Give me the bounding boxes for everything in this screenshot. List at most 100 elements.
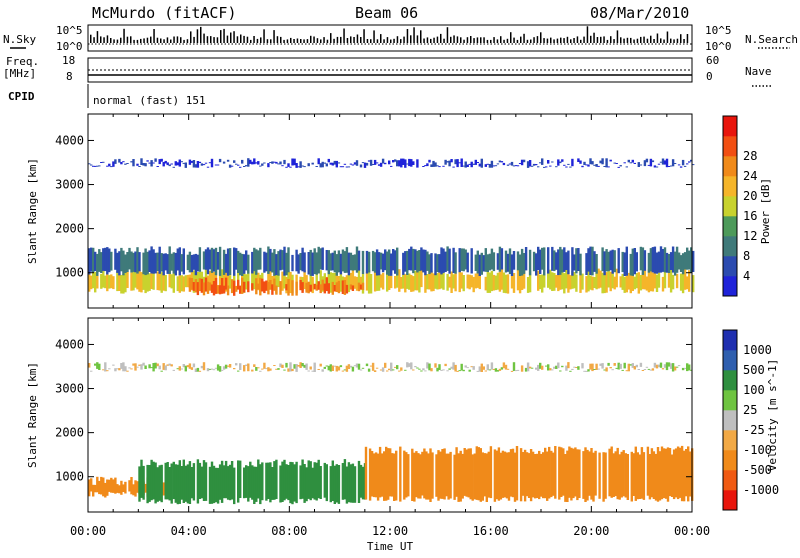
heatmap-cell	[281, 271, 284, 291]
heatmap-cell	[388, 368, 391, 371]
heatmap-cell	[230, 165, 234, 167]
heatmap-cell	[325, 277, 328, 292]
heatmap-cell	[578, 449, 581, 498]
heatmap-cell	[136, 163, 139, 166]
x-tick-label: 00:00	[70, 524, 106, 538]
heatmap-cell	[539, 274, 542, 290]
heatmap-cell	[289, 362, 292, 372]
heatmap-cell	[457, 453, 460, 502]
heatmap-cell	[361, 162, 365, 164]
heatmap-cell	[202, 282, 206, 296]
heatmap-cell	[365, 162, 369, 166]
heatmap-cell	[625, 271, 628, 293]
heatmap-cell	[156, 166, 159, 167]
heatmap-cell	[599, 270, 602, 288]
heatmap-cell	[168, 164, 171, 167]
heatmap-cell	[450, 366, 453, 369]
heatmap-cell	[148, 250, 151, 272]
heatmap-cell	[112, 364, 115, 366]
heatmap-cell	[677, 164, 681, 166]
heatmap-cell	[152, 269, 155, 290]
heatmap-cell	[484, 248, 487, 272]
heatmap-cell	[194, 164, 198, 168]
heatmap-cell	[464, 365, 467, 368]
heatmap-cell	[631, 269, 634, 291]
heatmap-cell	[243, 467, 246, 499]
heatmap-cell	[319, 163, 322, 168]
heatmap-cell	[333, 250, 336, 273]
heatmap-cell	[327, 158, 330, 163]
velocity-colorbar-tick: 100	[743, 383, 765, 397]
heatmap-cell	[315, 462, 318, 501]
freq-label-line1: Freq.	[6, 55, 39, 68]
heatmap-cell	[551, 246, 554, 271]
power-colorbar-tick: 24	[743, 169, 757, 183]
heatmap-cell	[110, 251, 113, 271]
heatmap-cell	[287, 247, 290, 273]
heatmap-cell	[387, 448, 390, 500]
heatmap-cell	[385, 446, 388, 501]
nsky-bar	[100, 36, 102, 43]
heatmap-cell	[476, 370, 479, 372]
heatmap-cell	[585, 253, 588, 275]
heatmap-cell	[222, 285, 226, 294]
heatmap-cell	[555, 365, 558, 369]
heatmap-cell	[663, 247, 667, 273]
heatmap-cell	[407, 454, 410, 497]
heatmap-cell	[301, 282, 304, 293]
heatmap-cell	[570, 447, 573, 501]
heatmap-cell	[307, 281, 310, 294]
heatmap-cell	[476, 162, 479, 163]
heatmap-cell	[438, 364, 441, 370]
heatmap-cell	[538, 450, 541, 500]
heatmap-cell	[520, 159, 524, 166]
heatmap-cell	[504, 250, 508, 273]
heatmap-cell	[571, 158, 574, 167]
heatmap-cell	[162, 482, 165, 496]
heatmap-cell	[543, 247, 546, 276]
nsky-bar	[440, 33, 442, 43]
heatmap-cell	[104, 247, 107, 272]
heatmap-cell	[601, 158, 604, 165]
nsky-bar	[186, 39, 189, 43]
heatmap-cell	[496, 163, 500, 165]
heatmap-cell	[265, 252, 268, 272]
heatmap-cell	[688, 364, 691, 371]
heatmap-cell	[408, 273, 411, 290]
nsky-bar	[646, 38, 649, 43]
heatmap-cell	[675, 273, 679, 289]
heatmap-cell	[243, 270, 246, 293]
heatmap-cell	[659, 246, 663, 273]
heatmap-cell	[156, 467, 159, 502]
heatmap-cell	[142, 465, 145, 500]
heatmap-cell	[669, 363, 673, 369]
heatmap-cell	[156, 271, 159, 291]
heatmap-cell	[530, 165, 534, 167]
heatmap-cell	[490, 248, 494, 270]
heatmap-cell	[430, 271, 433, 292]
heatmap-cell	[474, 254, 477, 271]
heatmap-cell	[461, 453, 464, 499]
heatmap-cell	[361, 367, 365, 369]
heatmap-cell	[152, 363, 155, 372]
heatmap-cell	[126, 252, 129, 272]
heatmap-cell	[357, 460, 361, 503]
heatmap-cell	[413, 452, 416, 502]
nsky-bar	[473, 38, 475, 43]
heatmap-cell	[577, 366, 580, 370]
nsky-bar	[90, 34, 92, 43]
heatmap-cell	[307, 252, 310, 275]
heatmap-cell	[498, 160, 502, 163]
nsky-bar	[486, 39, 489, 43]
heatmap-cell	[454, 252, 457, 274]
nsky-bar	[510, 32, 512, 43]
heatmap-cell	[434, 253, 437, 276]
heatmap-cell	[462, 248, 465, 272]
heatmap-cell	[374, 452, 378, 498]
heatmap-cell	[643, 160, 647, 167]
nsky-bar	[146, 37, 149, 43]
heatmap-cell	[271, 467, 274, 500]
heatmap-cell	[120, 162, 123, 165]
nsky-bar	[663, 39, 665, 43]
freq-label-line2: [MHz]	[3, 67, 36, 80]
